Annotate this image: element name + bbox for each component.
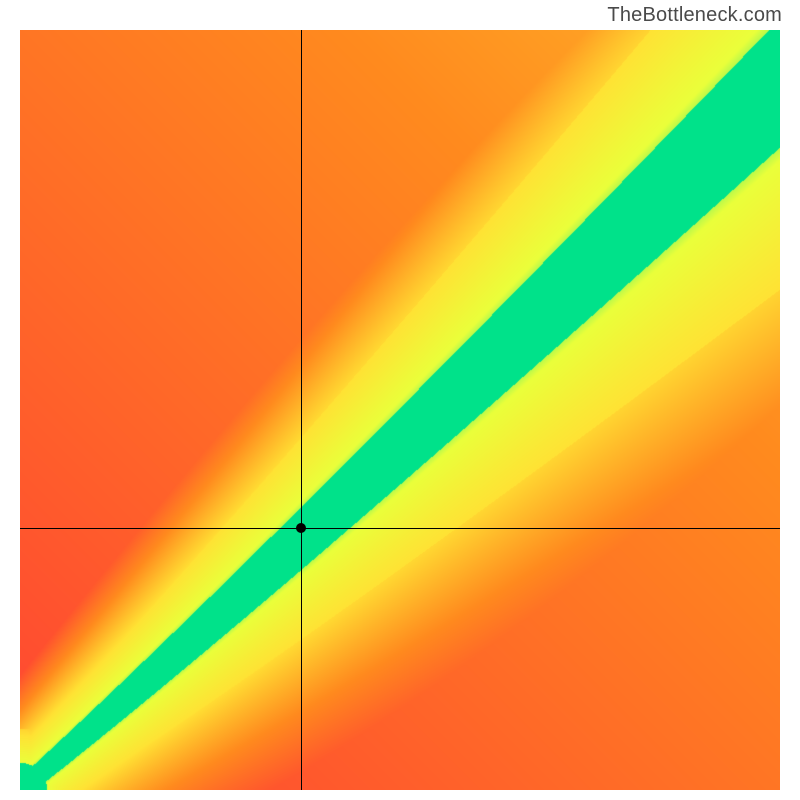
crosshair-horizontal: [20, 528, 780, 529]
watermark-text: TheBottleneck.com: [607, 4, 782, 27]
plot-area: [20, 30, 780, 790]
chart-container: TheBottleneck.com: [0, 0, 800, 800]
crosshair-vertical: [301, 30, 302, 790]
heatmap-canvas: [20, 30, 780, 790]
crosshair-marker: [296, 523, 306, 533]
